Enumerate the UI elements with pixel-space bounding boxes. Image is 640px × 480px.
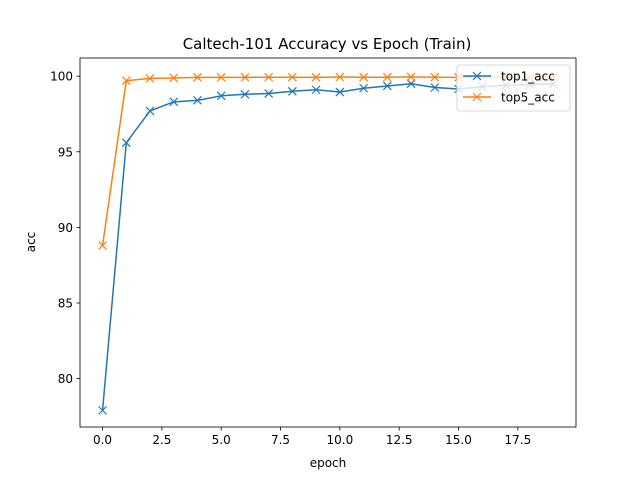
series-line (101, 82, 554, 411)
x-axis: 0.0 2.5 5.0 7.5 10.0 12.5 15.0 17.5 (93, 427, 531, 447)
y-tick-label: 85 (58, 296, 73, 310)
y-tick-label: 100 (50, 70, 73, 84)
data-point-marker (382, 81, 392, 91)
data-point-marker (240, 89, 250, 99)
data-point-marker (406, 72, 416, 82)
data-point-marker (359, 83, 369, 93)
data-point-marker (240, 72, 250, 82)
series-layer (98, 72, 558, 415)
data-point-marker (382, 72, 392, 82)
data-point-marker (193, 72, 202, 82)
legend-label: top1_acc (501, 70, 555, 84)
y-axis-label: acc (24, 232, 38, 253)
data-point-marker (287, 72, 297, 82)
data-point-marker (264, 89, 274, 98)
legend-label: top5_acc (501, 91, 555, 105)
data-point-marker (121, 138, 131, 148)
x-tick-label: 12.5 (386, 433, 413, 447)
legend-marker (472, 92, 482, 102)
data-point-marker (430, 83, 440, 92)
data-point-marker (335, 72, 345, 82)
data-point-marker (430, 72, 440, 82)
data-point-marker (98, 241, 107, 250)
data-point-marker (287, 86, 297, 96)
legend-entry: top5_acc (463, 91, 555, 105)
data-point-marker (193, 95, 202, 105)
data-point-marker (216, 91, 226, 101)
data-point-marker (121, 76, 131, 86)
chart-title: Caltech-101 Accuracy vs Epoch (Train) (183, 35, 472, 53)
x-tick-label: 0.0 (93, 433, 112, 447)
series-top1_acc (98, 79, 558, 415)
x-tick-label: 2.5 (152, 433, 171, 447)
data-point-marker (311, 72, 321, 82)
data-point-marker (98, 405, 107, 415)
plot-frame (79, 57, 577, 428)
data-point-marker (335, 87, 345, 97)
data-point-marker (145, 106, 155, 116)
plot-area (79, 57, 577, 428)
data-point-marker (264, 72, 274, 82)
data-point-marker (359, 72, 369, 82)
data-point-marker (145, 73, 155, 83)
data-point-marker (216, 72, 226, 82)
data-point-marker (406, 79, 416, 89)
legend: top1_acc top5_acc (456, 64, 571, 112)
x-tick-label: 10.0 (327, 433, 354, 447)
legend-entry: top1_acc (463, 70, 555, 84)
y-tick-label: 95 (58, 145, 73, 159)
x-tick-label: 5.0 (212, 433, 231, 447)
y-tick-label: 80 (58, 372, 73, 386)
x-axis-label: epoch (310, 456, 347, 470)
data-point-marker (169, 97, 179, 107)
x-tick-label: 7.5 (271, 433, 290, 447)
y-tick-label: 90 (58, 221, 73, 235)
legend-marker (472, 71, 482, 81)
x-tick-label: 17.5 (504, 433, 531, 447)
data-point-marker (169, 73, 179, 83)
data-point-marker (311, 85, 321, 95)
y-axis: 80 85 90 95 100 (50, 70, 80, 386)
x-tick-label: 15.0 (445, 433, 472, 447)
